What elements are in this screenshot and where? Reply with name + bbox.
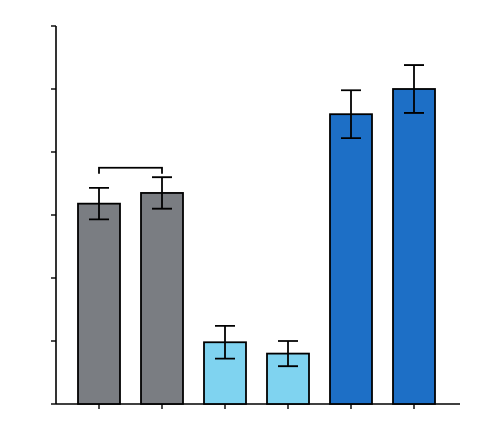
comparison-brackets (98, 166, 163, 174)
bar (140, 192, 184, 405)
bar (77, 202, 121, 405)
bar (329, 113, 373, 405)
bar (392, 88, 436, 405)
comparison-bracket (98, 166, 163, 174)
bars (77, 64, 436, 405)
